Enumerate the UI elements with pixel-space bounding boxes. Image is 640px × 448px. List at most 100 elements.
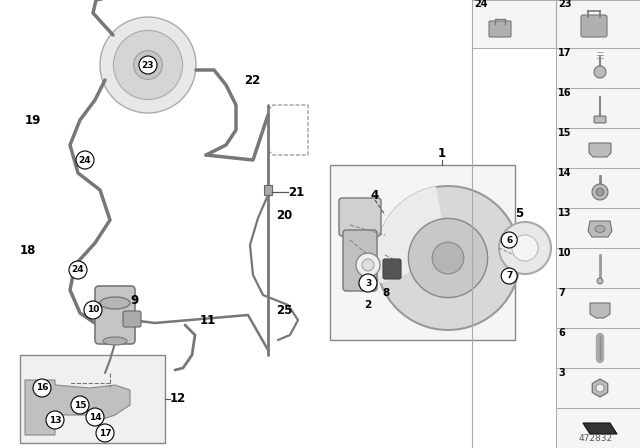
Text: 17: 17 [99,428,111,438]
FancyBboxPatch shape [556,48,640,88]
FancyBboxPatch shape [556,88,640,128]
Circle shape [499,222,551,274]
Circle shape [597,278,603,284]
Text: 7: 7 [558,288,564,298]
FancyBboxPatch shape [343,230,377,291]
FancyBboxPatch shape [556,408,640,448]
FancyBboxPatch shape [556,128,640,168]
FancyBboxPatch shape [20,355,165,443]
Circle shape [507,238,514,245]
Text: 22: 22 [244,73,260,86]
FancyBboxPatch shape [594,116,606,123]
Circle shape [113,30,182,99]
Circle shape [100,17,196,113]
Text: 1: 1 [438,146,446,159]
Text: 20: 20 [276,208,292,221]
Circle shape [501,268,517,284]
Text: 3: 3 [365,279,371,288]
Circle shape [356,253,380,277]
Text: 4: 4 [370,189,378,202]
Text: 9: 9 [130,293,138,306]
FancyBboxPatch shape [330,165,515,340]
Text: 10: 10 [87,306,99,314]
Text: 15: 15 [558,128,572,138]
Text: 5: 5 [515,207,524,220]
FancyBboxPatch shape [489,21,511,37]
Text: 19: 19 [25,113,42,126]
Circle shape [86,408,104,426]
Polygon shape [588,221,612,237]
Text: 7: 7 [506,271,513,280]
Circle shape [594,66,606,78]
Text: 13: 13 [558,208,572,218]
Text: 10: 10 [558,248,572,258]
Circle shape [376,186,520,330]
Text: 2: 2 [364,300,372,310]
FancyBboxPatch shape [581,15,607,37]
FancyBboxPatch shape [472,0,556,48]
Circle shape [501,232,517,248]
Text: 24: 24 [474,0,488,9]
Text: 15: 15 [74,401,86,409]
Wedge shape [376,187,448,283]
Text: 18: 18 [20,244,36,257]
Text: 24: 24 [79,155,92,164]
FancyBboxPatch shape [95,286,135,344]
Text: 16: 16 [558,88,572,98]
Circle shape [596,384,604,392]
FancyBboxPatch shape [556,168,640,208]
Ellipse shape [595,225,605,233]
Text: 24: 24 [72,266,84,275]
Circle shape [46,411,64,429]
Polygon shape [583,423,617,434]
Text: 14: 14 [558,168,572,178]
Text: 11: 11 [200,314,216,327]
Text: 6: 6 [558,328,564,338]
FancyBboxPatch shape [123,311,141,327]
Polygon shape [592,379,608,397]
Text: 13: 13 [49,415,61,425]
Polygon shape [589,143,611,157]
Ellipse shape [103,337,127,345]
Ellipse shape [100,297,130,309]
Polygon shape [590,303,610,318]
Text: 8: 8 [382,288,389,298]
Circle shape [33,379,51,397]
Circle shape [507,271,514,278]
Circle shape [362,259,374,271]
FancyBboxPatch shape [556,368,640,408]
Circle shape [69,261,87,279]
FancyBboxPatch shape [264,185,272,195]
Text: 16: 16 [36,383,48,392]
Text: 23: 23 [558,0,572,9]
Text: 14: 14 [89,413,101,422]
FancyBboxPatch shape [556,288,640,328]
Circle shape [76,151,94,169]
Text: 17: 17 [558,48,572,58]
Text: 3: 3 [558,368,564,378]
Circle shape [71,396,89,414]
FancyBboxPatch shape [339,198,381,236]
Text: 25: 25 [276,303,292,316]
FancyBboxPatch shape [383,259,401,279]
Circle shape [359,274,377,292]
Text: 21: 21 [288,185,304,198]
Circle shape [96,424,114,442]
FancyBboxPatch shape [556,328,640,368]
Text: 472832: 472832 [579,434,613,443]
Circle shape [134,51,163,79]
FancyBboxPatch shape [556,248,640,288]
Polygon shape [25,380,130,435]
Text: 23: 23 [141,60,154,69]
Circle shape [84,301,102,319]
Text: 12: 12 [170,392,186,405]
Circle shape [408,218,488,297]
Circle shape [432,242,464,274]
Circle shape [512,235,538,261]
FancyBboxPatch shape [556,0,640,48]
FancyBboxPatch shape [556,208,640,248]
Circle shape [139,56,157,74]
Text: 6: 6 [506,236,513,245]
Circle shape [596,188,604,196]
Circle shape [592,184,608,200]
